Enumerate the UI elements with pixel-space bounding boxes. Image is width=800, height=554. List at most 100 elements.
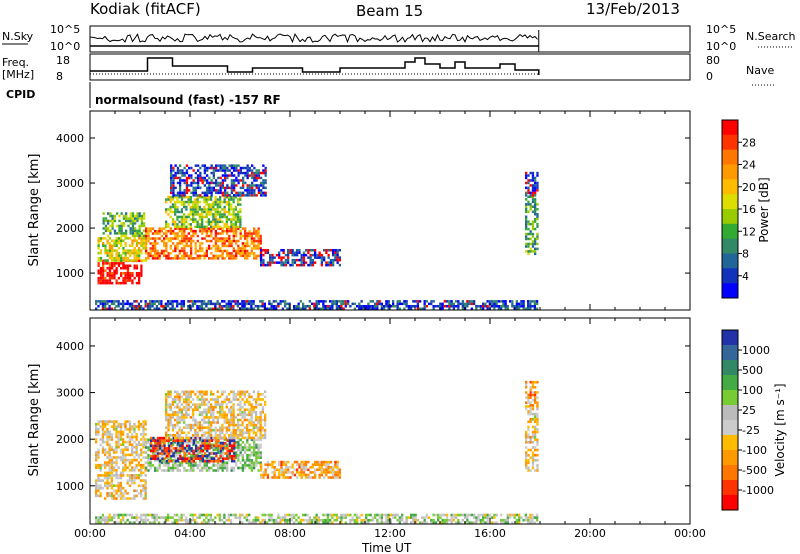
velocity-cell — [237, 446, 240, 449]
power-cell — [113, 269, 116, 272]
power-cell — [192, 179, 195, 182]
power-cell — [120, 229, 123, 233]
velocity-cell — [336, 473, 339, 477]
velocity-cell — [221, 426, 224, 429]
power-cell — [210, 198, 213, 201]
velocity-cell — [169, 469, 172, 472]
power-cell — [183, 239, 186, 243]
velocity-cell — [261, 436, 264, 440]
velocity-cell — [199, 454, 202, 458]
power-cell — [340, 300, 343, 303]
velocity-cell — [137, 476, 140, 480]
power-cell — [133, 307, 136, 310]
power-cell — [149, 307, 152, 310]
velocity-cell — [536, 404, 539, 407]
power-cell — [246, 164, 249, 167]
velocity-cell — [117, 486, 120, 490]
power-cell — [324, 305, 327, 308]
power-cell — [190, 237, 193, 240]
power-cell — [146, 305, 150, 308]
power-cell — [349, 305, 352, 308]
power-cell — [207, 300, 210, 303]
power-cell — [201, 179, 204, 182]
power-cell — [246, 169, 249, 172]
velocity-cell — [183, 466, 186, 470]
velocity-cell — [250, 438, 253, 442]
power-cell — [160, 305, 163, 308]
velocity-cell — [117, 422, 120, 426]
velocity-cell — [203, 390, 206, 394]
velocity-cell — [144, 422, 147, 426]
power-cell — [190, 234, 193, 238]
power-cell — [111, 249, 114, 252]
power-cell — [235, 191, 238, 195]
power-cell — [154, 252, 157, 255]
power-cell — [255, 257, 258, 260]
power-cell — [165, 232, 168, 235]
power-cell — [192, 234, 195, 238]
velocity-cell — [106, 435, 109, 439]
power-cell — [221, 208, 224, 211]
power-cell — [208, 186, 211, 190]
power-cell — [118, 214, 121, 218]
power-cell — [183, 244, 186, 248]
velocity-cell — [142, 430, 145, 434]
velocity-cell — [266, 466, 270, 469]
power-cell — [196, 208, 199, 211]
power-cell — [134, 217, 137, 220]
velocity-cell — [185, 393, 188, 396]
power-cell — [125, 234, 128, 238]
velocity-cell — [280, 468, 283, 472]
velocity-cell — [212, 398, 215, 401]
velocity-cell — [106, 463, 109, 467]
power-cell — [145, 229, 148, 233]
power-cell — [167, 223, 170, 226]
velocity-cell — [239, 390, 242, 394]
power-cell — [315, 302, 318, 306]
power-cell — [199, 247, 202, 250]
power-cell — [235, 257, 238, 260]
velocity-cell — [525, 407, 528, 411]
velocity-cell — [259, 418, 262, 422]
velocity-cell — [230, 513, 233, 517]
power-cell — [205, 227, 208, 230]
velocity-cell — [156, 469, 159, 472]
power-cbar-swatch — [722, 209, 738, 225]
power-cell — [534, 179, 537, 182]
power-cell — [118, 227, 121, 230]
velocity-cell — [232, 416, 235, 419]
velocity-cell — [223, 426, 226, 429]
power-cell — [171, 205, 175, 209]
velocity-cell — [106, 428, 109, 431]
power-cell — [216, 220, 219, 224]
velocity-cell — [212, 408, 215, 411]
velocity-cell — [309, 476, 312, 479]
power-cell — [219, 232, 222, 235]
power-cell — [200, 307, 203, 310]
velocity-cell — [432, 513, 435, 517]
velocity-cell — [174, 451, 177, 454]
velocity-cell — [165, 403, 168, 406]
power-cell — [201, 225, 204, 229]
power-cell — [414, 300, 417, 303]
power-cell — [199, 171, 202, 175]
velocity-cell — [527, 521, 530, 524]
velocity-cell — [241, 411, 244, 414]
velocity-cell — [205, 413, 208, 417]
power-cell — [181, 249, 184, 253]
velocity-cell — [214, 469, 217, 472]
power-cell — [95, 307, 98, 310]
power-cell — [183, 215, 186, 219]
velocity-cell — [187, 395, 190, 399]
power-cell — [124, 251, 127, 255]
velocity-cell — [536, 407, 539, 411]
velocity-cell — [142, 486, 145, 490]
power-cell — [180, 200, 183, 204]
velocity-cell — [232, 448, 235, 452]
velocity-cell — [199, 457, 202, 460]
power-cell — [194, 189, 197, 192]
power-cell — [226, 174, 229, 177]
velocity-cell — [97, 420, 100, 423]
power-cell — [203, 210, 206, 214]
velocity-cell — [284, 468, 288, 472]
